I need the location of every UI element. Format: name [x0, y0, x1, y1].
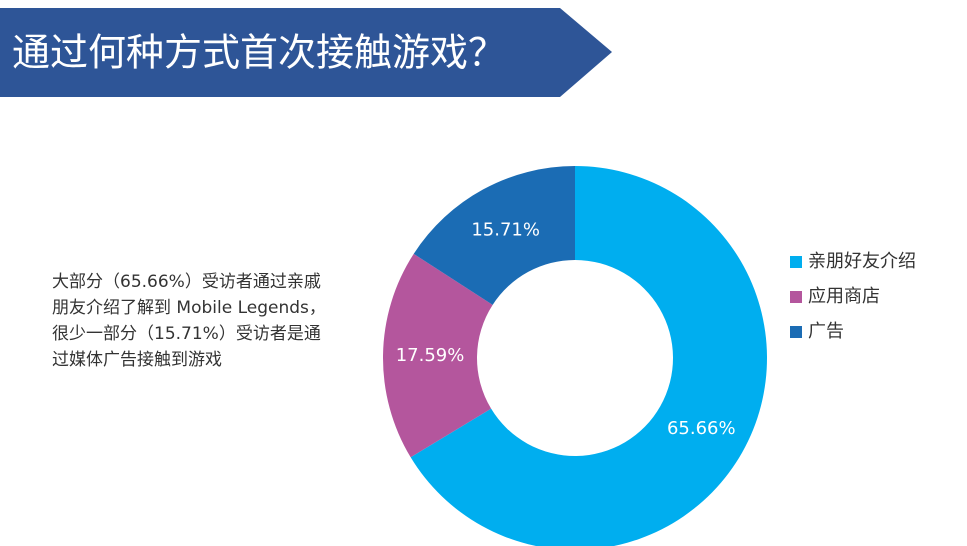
- donut-segment: [382, 253, 493, 458]
- data-label: 65.66%: [667, 418, 736, 439]
- legend-swatch: [790, 326, 802, 338]
- donut-segment: [413, 166, 575, 305]
- annotation-line: 过媒体广告接触到游戏: [52, 350, 222, 370]
- legend-swatch: [790, 291, 802, 303]
- annotation-line: 大部分（65.66%）受访者通过亲戚: [52, 272, 321, 292]
- legend-label: 应用商店: [808, 286, 880, 307]
- annotation-line: 朋友介绍了解到 Mobile Legends，: [52, 298, 326, 318]
- data-label: 17.59%: [396, 345, 465, 366]
- data-label: 15.71%: [471, 220, 540, 241]
- legend-label: 亲朋好友介绍: [808, 251, 916, 272]
- legend-swatch: [790, 256, 802, 268]
- legend-label: 广告: [808, 321, 844, 342]
- title-banner: [0, 8, 612, 97]
- chart-title: 通过何种方式首次接触游戏？: [12, 31, 506, 75]
- donut-segment: [410, 166, 767, 546]
- annotation-line: 很少一部分（15.71%）受访者是通: [52, 324, 321, 344]
